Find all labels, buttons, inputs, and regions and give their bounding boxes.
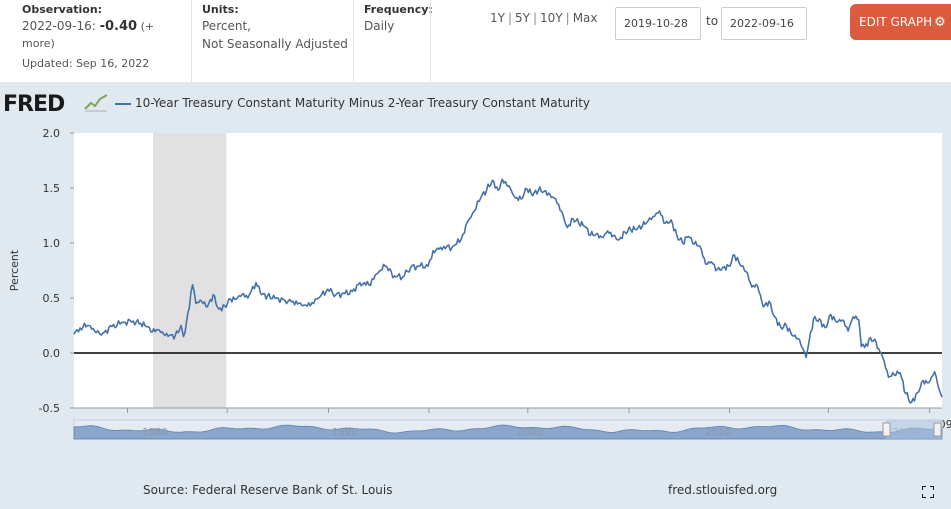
y-axis-label: Percent — [8, 249, 21, 291]
fullscreen-icon[interactable] — [922, 486, 934, 498]
observation-label: Observation: — [22, 3, 103, 16]
y-tick-label: -0.5 — [39, 402, 60, 415]
range-separator: | — [565, 11, 570, 25]
divider — [430, 0, 431, 82]
fred-logo: FRED — [3, 92, 65, 117]
chart-title: 10-Year Treasury Constant Maturity Minus… — [135, 96, 591, 110]
y-tick-label: 0.5 — [43, 292, 61, 305]
range-selector: 1Y | 5Y | 10Y | Max — [490, 11, 598, 25]
line-chart[interactable]: 2.01.51.00.50.0-0.5Percent2020-012020-05… — [0, 82, 951, 509]
start-date-input[interactable] — [615, 7, 701, 40]
end-date-input[interactable] — [721, 7, 807, 40]
frequency-label: Frequency: — [364, 3, 433, 16]
site-url[interactable]: fred.stlouisfed.org — [668, 483, 778, 497]
range-separator: | — [532, 11, 538, 25]
gear-icon: ⚙ — [934, 15, 946, 30]
updated-date: Updated: Sep 16, 2022 — [22, 57, 150, 70]
date-to-label: to — [706, 14, 719, 28]
navigator-tick-label: 1990 — [332, 427, 357, 438]
navigator-tick-label: 2010 — [705, 427, 730, 438]
chart-area: FRED 10-Year Treasury Constant Maturity … — [0, 82, 951, 509]
divider — [191, 0, 192, 82]
observation-panel: Observation: 2022-09-16: -0.40 (+ more) … — [22, 3, 190, 70]
observation-date: 2022-09-16 — [22, 19, 92, 33]
legend-swatch — [115, 102, 131, 105]
observation-value: -0.40 — [99, 19, 138, 34]
observation-more-link[interactable]: (+ — [137, 20, 155, 33]
line-graph-icon — [84, 92, 108, 112]
navigator-series — [73, 424, 943, 440]
units-label: Units: — [202, 3, 239, 16]
y-tick-label: 1.5 — [43, 182, 61, 195]
edit-graph-button[interactable]: EDIT GRAPH ⚙ — [850, 4, 951, 40]
edit-graph-label: EDIT GRAPH — [859, 15, 933, 29]
navigator-selection[interactable] — [886, 420, 942, 439]
divider — [353, 0, 354, 82]
recession-shading — [153, 133, 227, 408]
source-label: Source: Federal Reserve Bank of St. Loui… — [143, 483, 393, 497]
units-value-2: Not Seasonally Adjusted — [202, 37, 348, 51]
range-10y-button[interactable]: 10Y — [540, 11, 563, 25]
range-1y-button[interactable]: 1Y — [490, 11, 505, 25]
frequency-value: Daily — [364, 19, 395, 33]
observation-value-line: 2022-09-16: -0.40 (+ — [22, 17, 190, 36]
navigator-tick-label: 2000 — [517, 427, 542, 438]
y-tick-label: 0.0 — [43, 347, 61, 360]
y-tick-label: 2.0 — [43, 127, 61, 140]
units-value-1: Percent, — [202, 19, 251, 33]
chart-legend[interactable]: 10-Year Treasury Constant Maturity Minus… — [115, 96, 590, 110]
range-max-button[interactable]: Max — [572, 11, 598, 25]
series-line[interactable] — [73, 178, 943, 404]
y-tick-label: 1.0 — [43, 237, 61, 250]
units-panel: Units: Percent, Not Seasonally Adjusted — [202, 3, 352, 53]
range-separator: | — [507, 11, 513, 25]
navigator-handle[interactable] — [933, 422, 942, 437]
range-5y-button[interactable]: 5Y — [515, 11, 530, 25]
observation-more-link-2[interactable]: more) — [22, 37, 55, 50]
navigator-handle[interactable] — [882, 422, 891, 437]
navigator-tick-label: 1980 — [142, 427, 167, 438]
observation-separator: : — [91, 19, 100, 33]
header-bar: Observation: 2022-09-16: -0.40 (+ more) … — [0, 0, 951, 82]
frequency-panel: Frequency: Daily — [364, 3, 434, 35]
